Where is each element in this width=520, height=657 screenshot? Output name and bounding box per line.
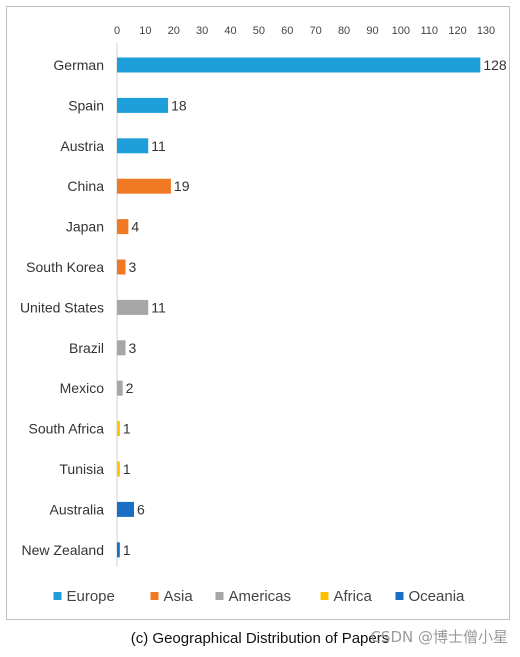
bar — [117, 380, 123, 396]
category-label: Brazil — [69, 340, 104, 356]
x-tick-label: 80 — [338, 25, 350, 37]
chart-frame: 0 10 20 30 40 50 60 70 80 90 100 110 120 130 German 12… — [6, 6, 510, 620]
value-label: 3 — [129, 259, 137, 275]
x-tick-label: 110 — [420, 25, 438, 37]
value-label: 3 — [129, 340, 137, 356]
value-label: 11 — [151, 299, 166, 315]
x-tick-label: 100 — [392, 25, 410, 37]
category-label: Mexico — [60, 380, 105, 396]
value-label: 4 — [131, 219, 139, 235]
legend-label: Europe — [67, 588, 115, 605]
figure-caption: (c) Geographical Distribution of Papers — [130, 630, 390, 647]
category-label: Australia — [50, 501, 105, 517]
bar-chart: 0 10 20 30 40 50 60 70 80 90 100 110 120 130 German 12… — [20, 25, 507, 605]
x-tick-label: 90 — [366, 25, 378, 37]
x-tick-label: 120 — [448, 25, 466, 37]
category-label: Austria — [60, 138, 104, 154]
legend-label: Americas — [229, 588, 292, 605]
bar — [117, 138, 149, 154]
legend-swatch — [53, 592, 62, 600]
x-tick-label: 30 — [196, 25, 208, 37]
category-label: New Zealand — [22, 542, 105, 558]
bar — [117, 97, 169, 113]
bar — [117, 259, 126, 275]
value-label: 2 — [126, 380, 134, 396]
category-label: German — [53, 57, 104, 73]
value-label: 128 — [483, 57, 507, 73]
category-label: South Korea — [26, 259, 104, 275]
value-label: 1 — [123, 461, 131, 477]
legend-swatch — [320, 592, 329, 600]
legend-swatch — [215, 592, 224, 600]
legend-swatch — [150, 592, 159, 600]
bar — [117, 461, 120, 477]
value-label: 19 — [174, 178, 190, 194]
category-label: Japan — [66, 219, 104, 235]
bar — [117, 299, 149, 315]
x-tick-label: 40 — [224, 25, 236, 37]
x-tick-label: 20 — [168, 25, 180, 37]
value-label: 6 — [137, 501, 145, 517]
bar — [117, 219, 129, 235]
legend-label: Africa — [334, 588, 373, 605]
x-tick-label: 130 — [477, 25, 495, 37]
x-tick-label: 0 — [114, 25, 120, 37]
bar — [117, 501, 135, 517]
category-label: United States — [20, 299, 104, 315]
category-label: China — [67, 178, 104, 194]
value-label: 1 — [123, 421, 131, 437]
bar — [117, 178, 171, 194]
x-tick-label: 10 — [139, 25, 151, 37]
bar — [117, 421, 120, 437]
legend: Europe Asia Americas Africa Oceania — [53, 588, 466, 605]
bar — [117, 57, 481, 73]
x-axis-ticks: 0 10 20 30 40 50 60 70 80 90 100 110 120 130 — [114, 25, 495, 37]
watermark: CSDN @博士僧小星 — [370, 628, 508, 646]
bar — [117, 542, 120, 558]
category-label: Tunisia — [59, 461, 104, 477]
category-label: South Africa — [29, 421, 105, 437]
value-label: 1 — [123, 542, 131, 558]
x-tick-label: 50 — [253, 25, 265, 37]
bar — [117, 340, 126, 356]
legend-label: Asia — [164, 588, 194, 605]
legend-label: Oceania — [409, 588, 466, 605]
x-tick-label: 70 — [310, 25, 322, 37]
category-label: Spain — [68, 97, 104, 113]
legend-swatch — [395, 592, 404, 600]
x-tick-label: 60 — [281, 25, 293, 37]
value-label: 18 — [171, 97, 187, 113]
value-label: 11 — [151, 138, 166, 154]
